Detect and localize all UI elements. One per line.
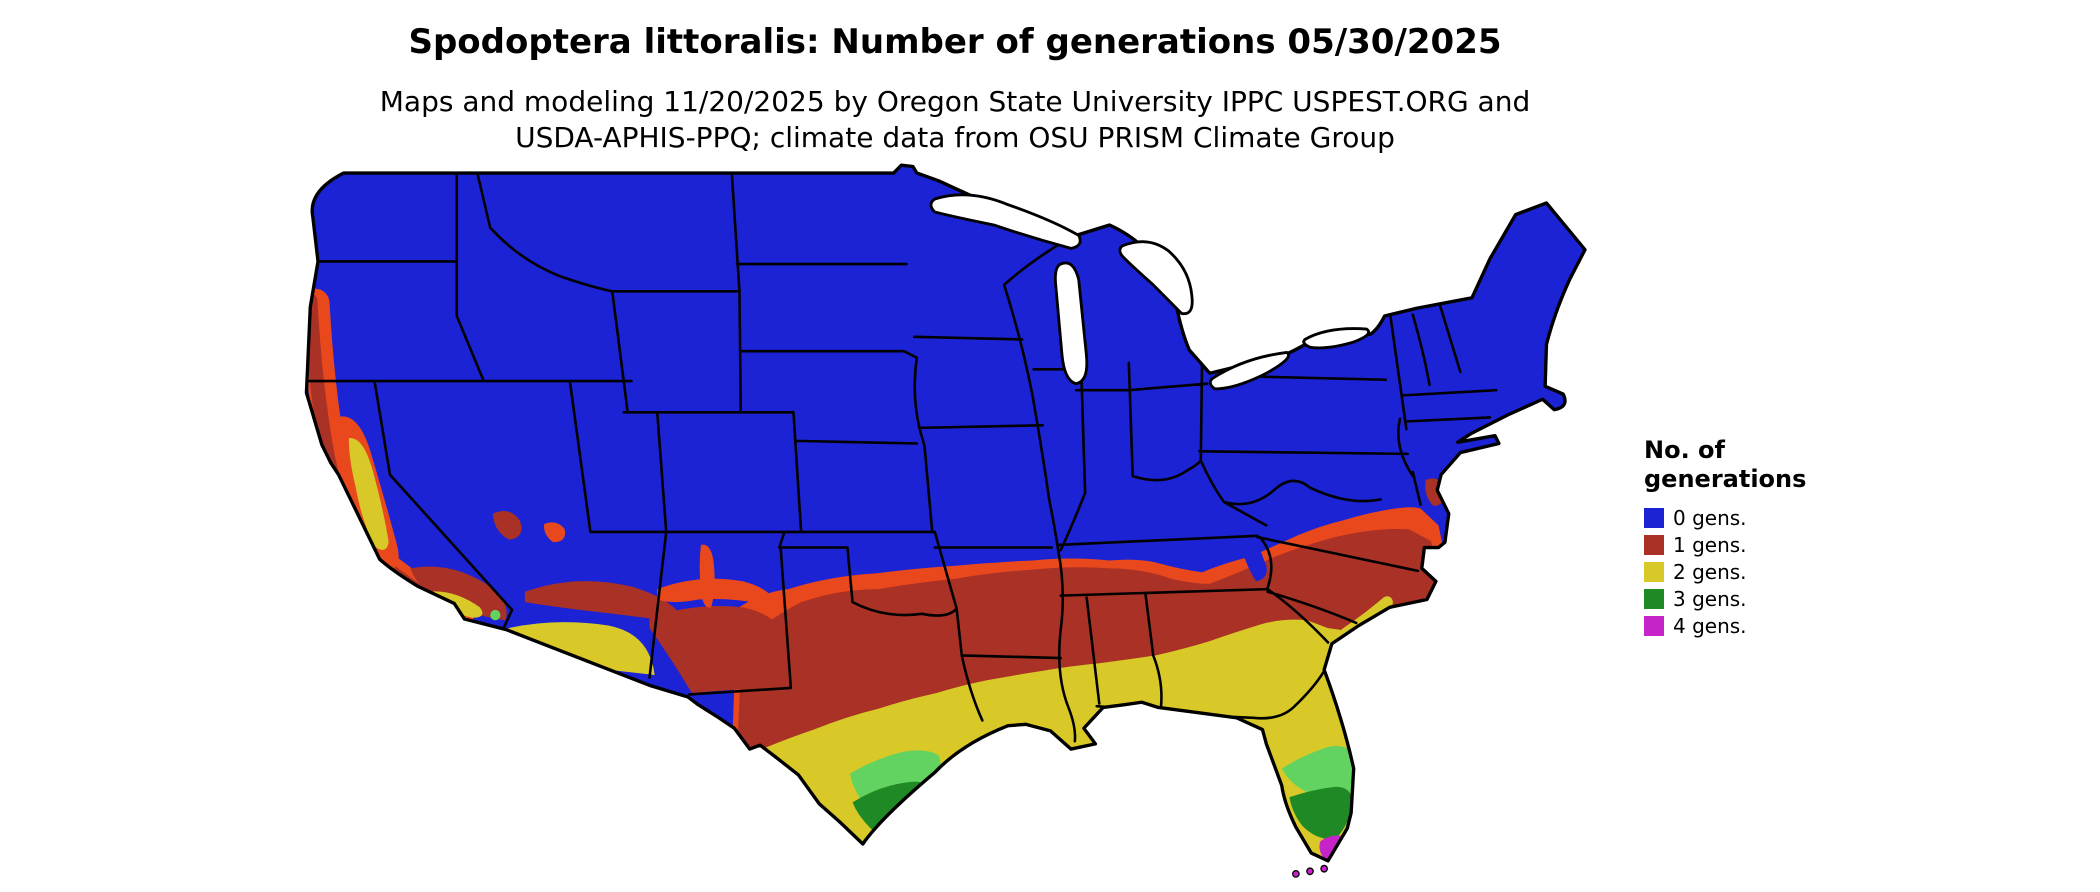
arizona-2-gens: [508, 622, 655, 675]
legend-label-1-gens: 1 gens.: [1673, 532, 1747, 557]
las-vegas-patch: [492, 510, 522, 540]
legend-label-3-gens: 3 gens.: [1673, 586, 1747, 611]
new-mexico-orange-fringe: [657, 578, 779, 608]
legend-label-2-gens: 2 gens.: [1673, 559, 1747, 584]
map-legend: No. of generations 0 gens. 1 gens. 2 gen…: [1644, 436, 1806, 639]
appalachian-blue-finger: [1235, 427, 1267, 582]
legend-item-1-gens: 1 gens.: [1644, 531, 1806, 558]
florida-keys: [1292, 864, 1328, 878]
legend-title-line-2: generations: [1644, 465, 1807, 493]
legend-swatch-1-gens: [1644, 534, 1664, 555]
map-subtitle: Maps and modeling 11/20/2025 by Oregon S…: [0, 84, 1910, 156]
legend-item-4-gens: 4 gens.: [1644, 612, 1806, 639]
rio-grande-valley-finger: [699, 544, 715, 608]
legend-item-3-gens: 3 gens.: [1644, 585, 1806, 612]
map-color-regions: [306, 165, 1585, 861]
legend-swatch-3-gens: [1644, 588, 1664, 609]
figure-header: Spodoptera littoralis: Number of generat…: [0, 22, 1910, 156]
socal-1-gen: [410, 566, 507, 621]
lake-huron: [1118, 240, 1194, 316]
lake-superior: [929, 193, 1082, 250]
lake-erie: [1208, 351, 1290, 391]
new-mexico-1-gen: [649, 606, 789, 694]
legend-swatch-0-gens: [1644, 507, 1664, 528]
state-borders: [306, 171, 1498, 743]
legend-title: No. of generations: [1644, 436, 1806, 494]
legend-item-0-gens: 0 gens.: [1644, 504, 1806, 531]
florida-3-gens: [1289, 786, 1354, 840]
lake-michigan: [1053, 261, 1089, 386]
legend-title-line-1: No. of: [1644, 436, 1725, 464]
legend-label-0-gens: 0 gens.: [1673, 505, 1747, 530]
subtitle-line-2: USDA-APHIS-PPQ; climate data from OSU PR…: [515, 121, 1395, 154]
florida-light-green: [1281, 746, 1355, 797]
us-generations-map: [300, 160, 1587, 883]
map-title: Spodoptera littoralis: Number of generat…: [408, 22, 1502, 62]
st-george-patch: [544, 522, 566, 543]
lake-ontario: [1302, 327, 1371, 350]
great-lakes: [929, 193, 1371, 391]
subtitle-line-1: Maps and modeling 11/20/2025 by Oregon S…: [379, 85, 1531, 118]
legend-swatch-2-gens: [1644, 561, 1664, 582]
legend-items: 0 gens. 1 gens. 2 gens. 3 gens. 4 gens.: [1644, 504, 1806, 639]
central-valley-yellow: [348, 438, 389, 550]
legend-label-4-gens: 4 gens.: [1673, 613, 1747, 638]
us-map-figure: [304, 163, 1587, 878]
imperial-valley-green: [490, 609, 501, 621]
legend-swatch-4-gens: [1644, 615, 1664, 636]
arizona-1-gen: [524, 581, 686, 623]
legend-item-2-gens: 2 gens.: [1644, 558, 1806, 585]
